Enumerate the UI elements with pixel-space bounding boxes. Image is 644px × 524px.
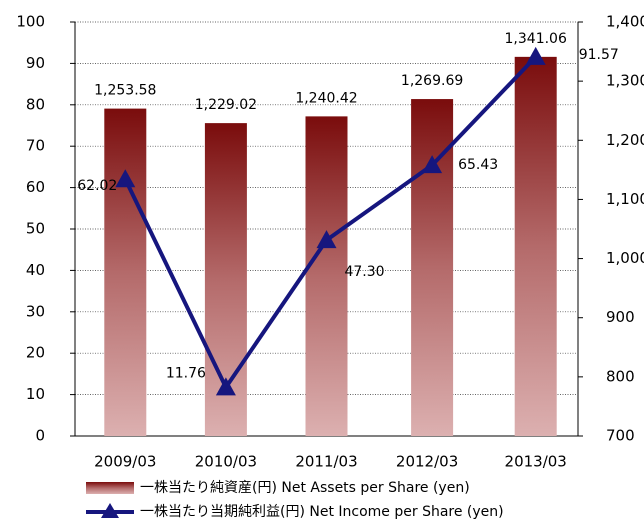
line-marker bbox=[525, 46, 546, 65]
bar bbox=[514, 56, 557, 437]
y-tick-label: 50 bbox=[26, 220, 45, 238]
line-value-label: 11.76 bbox=[166, 365, 206, 381]
y2-tick-label: 1,400 bbox=[606, 13, 644, 31]
y-tick-label: 70 bbox=[26, 137, 45, 155]
line-marker bbox=[215, 377, 236, 396]
legend-marker bbox=[101, 503, 119, 518]
y2-tick-label: 1,100 bbox=[606, 190, 644, 208]
line-marker bbox=[115, 169, 136, 188]
line-marker bbox=[316, 230, 337, 249]
bar bbox=[305, 116, 348, 436]
legend-swatch bbox=[86, 482, 134, 494]
x-tick-label: 2013/03 bbox=[505, 453, 567, 471]
y-tick-label: 10 bbox=[26, 385, 45, 403]
y-tick-label: 0 bbox=[35, 427, 45, 445]
y-tick-label: 40 bbox=[26, 261, 45, 279]
x-tick-label: 2012/03 bbox=[396, 453, 458, 471]
line-value-label: 47.30 bbox=[344, 264, 384, 280]
bar-value-label: 1,253.58 bbox=[94, 83, 156, 99]
line-value-label: 62.02 bbox=[77, 178, 117, 194]
y2-tick-label: 1,300 bbox=[606, 72, 644, 90]
y2-tick-label: 1,200 bbox=[606, 131, 644, 149]
legend-label: 一株当たり当期純利益(円) Net Income per Share (yen) bbox=[140, 504, 504, 520]
y-tick-label: 60 bbox=[26, 178, 45, 196]
bar bbox=[104, 108, 147, 436]
y-tick-label: 20 bbox=[26, 344, 45, 362]
x-tick-label: 2011/03 bbox=[295, 453, 357, 471]
y-tick-label: 30 bbox=[26, 302, 45, 320]
x-tick-label: 2009/03 bbox=[94, 453, 156, 471]
y2-tick-label: 700 bbox=[606, 427, 635, 445]
bar-value-label: 1,341.06 bbox=[505, 31, 567, 47]
line-value-label: 65.43 bbox=[458, 157, 498, 173]
y2-tick-label: 900 bbox=[606, 308, 635, 326]
bar-value-label: 1,240.42 bbox=[295, 90, 357, 106]
x-tick-label: 2010/03 bbox=[195, 453, 257, 471]
bar-value-label: 1,229.02 bbox=[195, 97, 257, 113]
line-marker bbox=[422, 155, 443, 174]
y-tick-label: 100 bbox=[16, 13, 45, 31]
y-tick-label: 80 bbox=[26, 95, 45, 113]
y2-tick-label: 1,000 bbox=[606, 249, 644, 267]
bar-value-label: 1,269.69 bbox=[401, 73, 463, 89]
line-value-label: 91.57 bbox=[579, 47, 619, 63]
y-tick-label: 90 bbox=[26, 54, 45, 72]
y2-tick-label: 800 bbox=[606, 367, 635, 385]
legend-label: 一株当たり純資産(円) Net Assets per Share (yen) bbox=[140, 480, 470, 496]
